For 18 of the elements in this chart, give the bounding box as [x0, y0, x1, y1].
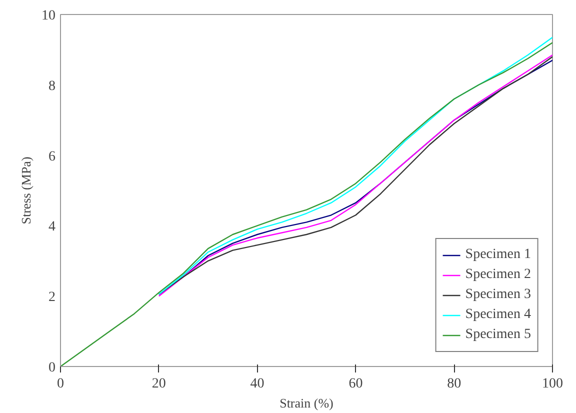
- legend-label: Specimen 3: [465, 287, 531, 303]
- y-tick-label: 6: [48, 149, 56, 164]
- x-tick-label: 100: [542, 376, 563, 392]
- y-axis-title: Stress (MPa): [18, 156, 34, 224]
- x-tick-label: 20: [152, 376, 166, 392]
- y-tick-label: 10: [42, 8, 56, 24]
- y-tick-label: 4: [48, 220, 56, 235]
- x-axis-title: Strain (%): [280, 396, 334, 410]
- legend-label: Specimen 2: [465, 267, 531, 283]
- legend-label: Specimen 5: [465, 327, 531, 343]
- legend-label: Specimen 1: [465, 247, 531, 263]
- x-tick-label: 60: [348, 376, 363, 392]
- y-tick-label: 0: [48, 360, 56, 376]
- y-tick-label: 8: [48, 78, 56, 94]
- x-tick-label: 80: [447, 376, 462, 392]
- x-tick-label: 40: [250, 376, 264, 392]
- y-tick-label: 2: [48, 290, 56, 306]
- legend-label: Specimen 4: [465, 307, 531, 323]
